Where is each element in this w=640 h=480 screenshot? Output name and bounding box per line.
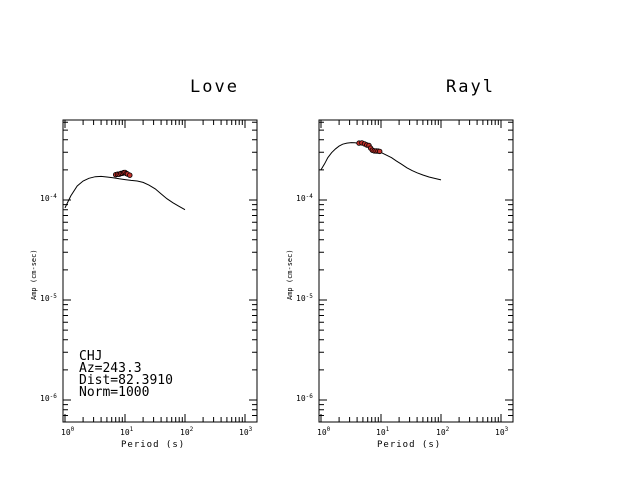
rayl-observed-point — [377, 148, 383, 155]
love-ytick-label-1: 10-4 — [40, 193, 57, 203]
svg-text:100: 100 — [317, 426, 331, 437]
love-observed-point — [127, 172, 133, 178]
love-xtick-label-3: 102 — [180, 426, 194, 437]
love-tick-marks — [63, 120, 257, 422]
station-info: CHJ Az=243.3 Dist=82.3910 Norm=1000 — [79, 349, 173, 400]
rayl-observed-points — [356, 140, 383, 155]
distance: Dist=82.3910 — [79, 373, 173, 388]
svg-text:103: 103 — [495, 426, 509, 437]
rayl-xtick-label-3: 102 — [436, 426, 450, 437]
love-title: Love — [190, 77, 239, 97]
svg-text:10-6: 10-6 — [296, 393, 313, 403]
rayl-xtick-label-4: 103 — [495, 426, 509, 437]
svg-text:10-5: 10-5 — [40, 293, 57, 303]
rayl-panel: Rayl 10-4 10-5 10-6 100 101 102 103 Peri… — [286, 77, 514, 450]
rayl-model-curve — [320, 142, 442, 181]
svg-text:10-4: 10-4 — [40, 193, 57, 203]
love-xtick-label-1: 100 — [61, 426, 75, 437]
love-xtick-label-2: 101 — [120, 426, 134, 437]
rayl-x-axis-label: Period (s) — [377, 440, 441, 450]
rayl-ytick-label-3: 10-6 — [296, 393, 313, 403]
rayl-ytick-label-1: 10-4 — [296, 193, 313, 203]
rayl-plot-frame — [318, 119, 514, 423]
azimuth: Az=243.3 — [79, 361, 142, 376]
svg-text:10-6: 10-6 — [40, 393, 57, 403]
love-axis-ticks — [63, 120, 257, 422]
svg-text:101: 101 — [120, 426, 134, 437]
svg-text:10-4: 10-4 — [296, 193, 313, 203]
svg-text:101: 101 — [376, 426, 390, 437]
love-ytick-label-2: 10-5 — [40, 293, 57, 303]
station-code: CHJ — [79, 349, 102, 364]
normalization: Norm=1000 — [79, 385, 149, 400]
love-ytick-label-3: 10-6 — [40, 393, 57, 403]
rayl-title: Rayl — [446, 77, 495, 97]
love-observed-points — [112, 169, 133, 178]
love-panel: Love 10-4 10-5 10-6 100 101 102 103 Peri… — [30, 77, 258, 450]
rayl-tick-marks — [319, 120, 513, 422]
love-x-axis-label: Period (s) — [121, 440, 185, 450]
rayl-y-axis-label: Amp (cm-sec) — [286, 249, 294, 300]
rayl-ytick-label-2: 10-5 — [296, 293, 313, 303]
rayl-xtick-label-1: 100 — [317, 426, 331, 437]
love-model-curve — [64, 175, 186, 211]
love-plot-frame — [62, 119, 258, 423]
love-y-axis-label: Amp (cm-sec) — [30, 249, 38, 300]
love-xtick-label-4: 103 — [239, 426, 253, 437]
svg-text:100: 100 — [61, 426, 75, 437]
svg-text:102: 102 — [180, 426, 194, 437]
rayl-axis-ticks — [319, 120, 513, 422]
svg-text:102: 102 — [436, 426, 450, 437]
svg-text:10-5: 10-5 — [296, 293, 313, 303]
svg-text:103: 103 — [239, 426, 253, 437]
rayl-xtick-label-2: 101 — [376, 426, 390, 437]
